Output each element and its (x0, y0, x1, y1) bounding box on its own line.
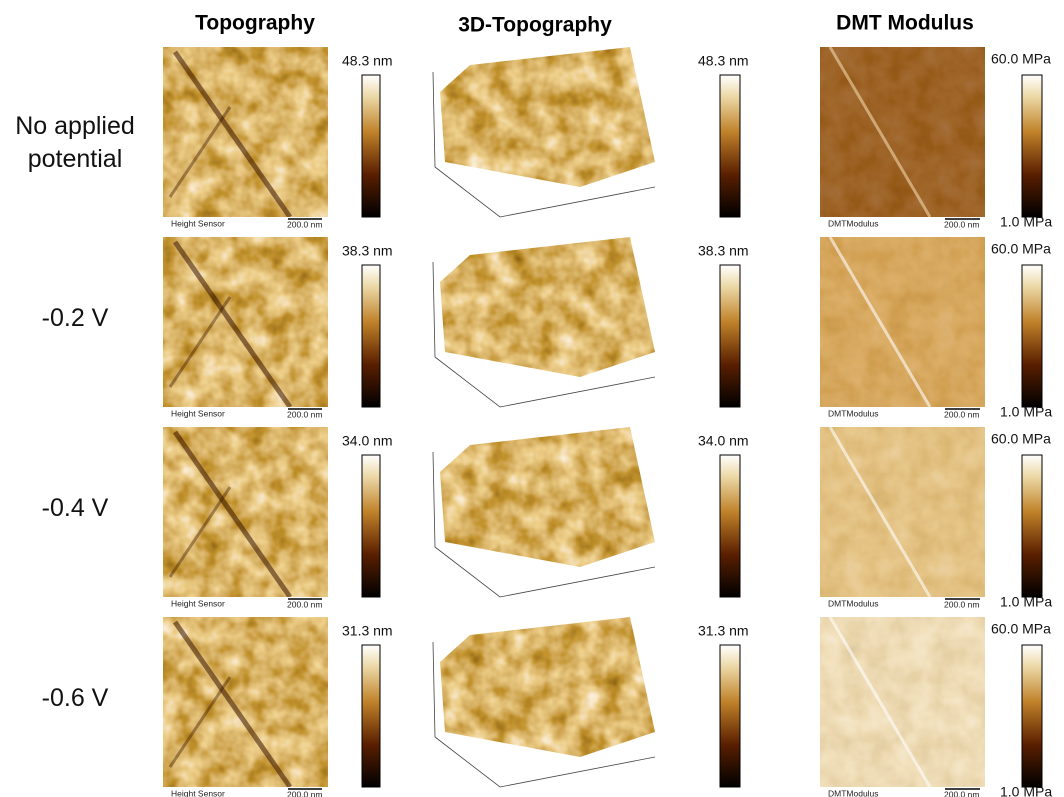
colorbar-min-label: 1.0 MPa (1000, 214, 1052, 230)
colorbar-max-label: 48.3 nm (342, 53, 393, 69)
colorbar-min-label: 1.0 MPa (1000, 784, 1052, 797)
colorbar (720, 75, 740, 217)
colorbar-min-label: 1.0 MPa (1000, 594, 1052, 610)
row-label: -0.6 V (0, 682, 150, 715)
image-caption: DMTModulus (828, 598, 879, 608)
colorbar (720, 265, 740, 407)
topography-3d (440, 617, 655, 757)
colorbar (720, 645, 740, 787)
colorbar (362, 265, 380, 407)
row-label: -0.4 V (0, 492, 150, 525)
scale-label: 200.0 nm (287, 219, 322, 229)
colorbar-min-label: 1.0 MPa (1000, 404, 1052, 420)
colorbar-max-label: 60.0 MPa (991, 241, 1051, 257)
column-title: DMT Modulus (836, 12, 974, 35)
image-caption: Height Sensor (171, 788, 225, 797)
topography-3d (440, 47, 655, 187)
colorbar-max-label: 38.3 nm (698, 243, 749, 259)
figure-canvas: Topography 3D-Topography DMT Modulus Hei… (0, 0, 1064, 797)
row-label: No applied potential (0, 110, 150, 176)
row-label: -0.2 V (0, 302, 150, 335)
topography-3d (440, 237, 655, 377)
colorbar (362, 645, 380, 787)
colorbar-max-label: 60.0 MPa (991, 621, 1051, 637)
colorbar-max-label: 31.3 nm (342, 623, 393, 639)
figure: Topography 3D-Topography DMT Modulus Hei… (0, 0, 1064, 797)
scale-label: 200.0 nm (944, 789, 979, 797)
colorbar (1022, 265, 1042, 407)
column-title: 3D-Topography (458, 14, 612, 37)
colorbar-max-label: 31.3 nm (698, 623, 749, 639)
scale-label: 200.0 nm (287, 789, 322, 797)
colorbar (720, 455, 740, 597)
image-caption: Height Sensor (171, 408, 225, 418)
image-caption: Height Sensor (171, 598, 225, 608)
image-caption: Height Sensor (171, 218, 225, 228)
topography-3d (440, 427, 655, 567)
colorbar-max-label: 34.0 nm (698, 433, 749, 449)
image-caption: DMTModulus (828, 788, 879, 797)
colorbar-max-label: 60.0 MPa (991, 51, 1051, 67)
scale-label: 200.0 nm (944, 599, 979, 609)
colorbar-max-label: 60.0 MPa (991, 431, 1051, 447)
colorbar (362, 455, 380, 597)
column-title: Topography (195, 12, 315, 35)
colorbar-max-label: 34.0 nm (342, 433, 393, 449)
colorbar-max-label: 48.3 nm (698, 53, 749, 69)
colorbar (1022, 75, 1042, 217)
scale-label: 200.0 nm (287, 409, 322, 419)
scale-label: 200.0 nm (944, 409, 979, 419)
image-caption: DMTModulus (828, 218, 879, 228)
colorbar (362, 75, 380, 217)
colorbar (1022, 455, 1042, 597)
colorbar-max-label: 38.3 nm (342, 243, 393, 259)
image-caption: DMTModulus (828, 408, 879, 418)
colorbar (1022, 645, 1042, 787)
scale-label: 200.0 nm (944, 219, 979, 229)
scale-label: 200.0 nm (287, 599, 322, 609)
